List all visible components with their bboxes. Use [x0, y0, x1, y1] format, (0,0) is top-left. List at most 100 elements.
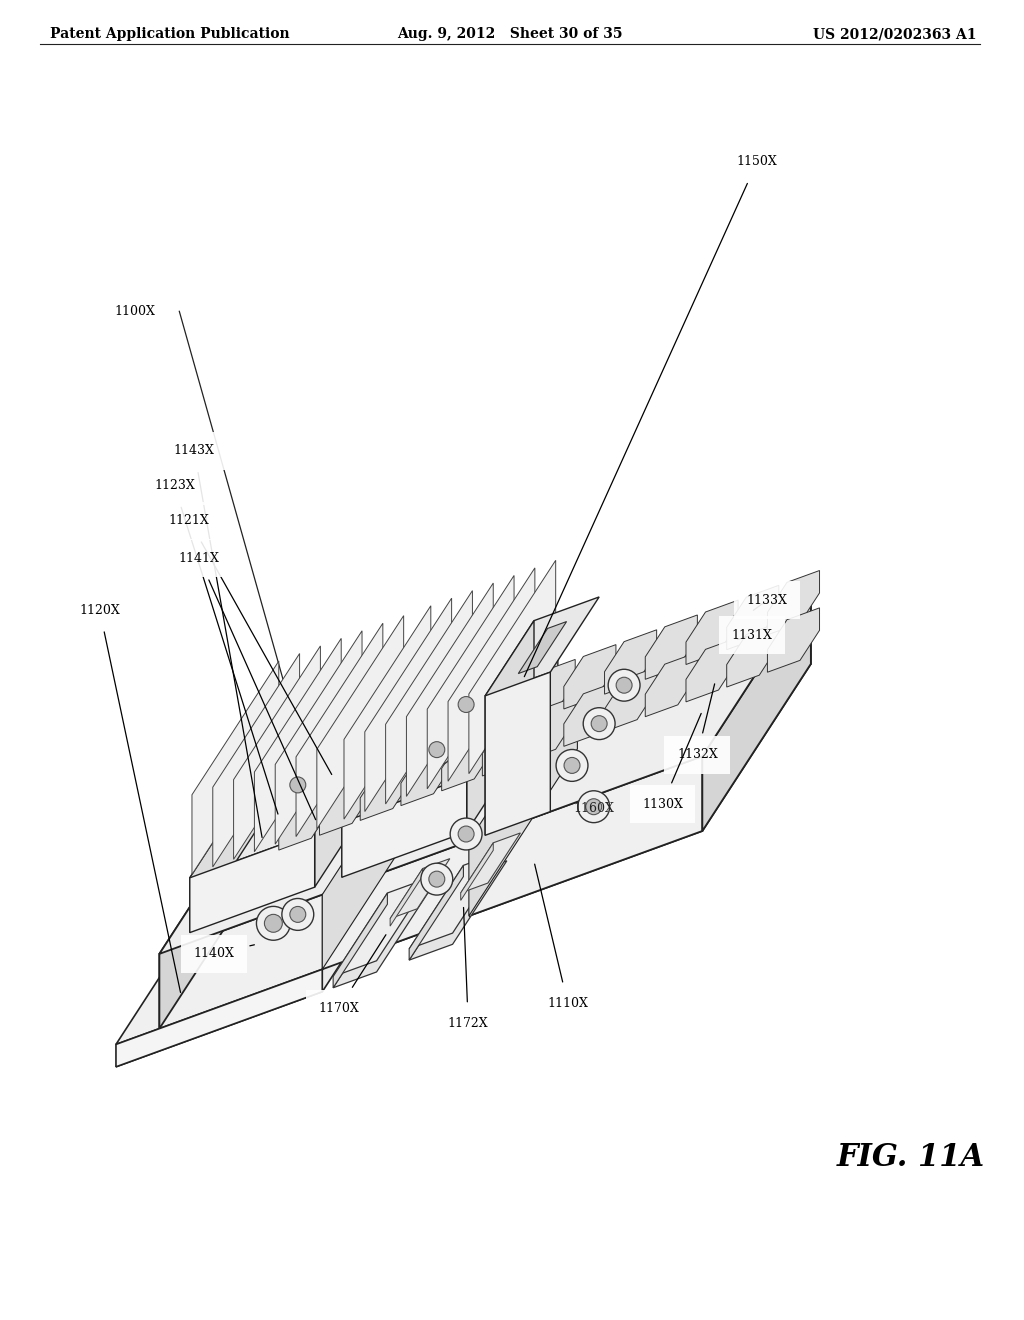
Polygon shape [160, 756, 702, 1028]
Polygon shape [344, 606, 431, 820]
Polygon shape [390, 869, 423, 927]
Polygon shape [333, 888, 431, 987]
Polygon shape [604, 667, 656, 731]
Polygon shape [342, 636, 558, 822]
Polygon shape [160, 589, 811, 954]
Polygon shape [233, 645, 321, 859]
Polygon shape [604, 630, 656, 694]
Polygon shape [314, 692, 406, 887]
Circle shape [429, 742, 444, 758]
Polygon shape [116, 803, 431, 1044]
Polygon shape [390, 858, 450, 919]
Polygon shape [191, 661, 279, 874]
Polygon shape [407, 583, 494, 796]
Circle shape [616, 677, 632, 693]
Polygon shape [333, 878, 431, 977]
Text: 1121X: 1121X [169, 513, 332, 775]
Circle shape [429, 871, 444, 887]
Text: 1131X: 1131X [732, 628, 772, 642]
Text: 1133X: 1133X [746, 594, 787, 610]
Text: 1130X: 1130X [642, 713, 701, 810]
Text: Aug. 9, 2012   Sheet 30 of 35: Aug. 9, 2012 Sheet 30 of 35 [397, 28, 623, 41]
Text: 1123X: 1123X [154, 479, 278, 814]
Circle shape [458, 826, 474, 842]
Text: 1143X: 1143X [174, 445, 262, 837]
Text: 1132X: 1132X [677, 684, 718, 762]
Text: 1100X: 1100X [115, 305, 156, 318]
Polygon shape [360, 718, 413, 783]
Polygon shape [365, 598, 452, 812]
Polygon shape [319, 734, 372, 797]
Circle shape [584, 708, 615, 739]
Circle shape [290, 907, 306, 923]
Text: 1170X: 1170X [318, 935, 386, 1015]
Circle shape [421, 863, 453, 895]
Text: 1172X: 1172X [447, 907, 488, 1030]
Circle shape [608, 669, 640, 701]
Polygon shape [523, 660, 575, 723]
Polygon shape [360, 756, 413, 821]
Polygon shape [296, 623, 383, 837]
Text: 1141X: 1141X [179, 552, 315, 820]
Polygon shape [189, 833, 314, 933]
Text: US 2012/0202363 A1: US 2012/0202363 A1 [813, 28, 976, 41]
Polygon shape [767, 570, 819, 635]
Polygon shape [645, 652, 697, 717]
Polygon shape [401, 704, 453, 768]
Text: 1120X: 1120X [79, 603, 180, 993]
Polygon shape [564, 682, 615, 746]
Polygon shape [410, 866, 464, 960]
Polygon shape [482, 711, 535, 776]
Polygon shape [268, 589, 811, 862]
Polygon shape [469, 675, 578, 916]
Polygon shape [116, 969, 323, 1067]
Circle shape [578, 791, 609, 822]
Circle shape [458, 697, 474, 713]
Circle shape [282, 899, 313, 931]
Polygon shape [189, 738, 281, 933]
Circle shape [451, 689, 482, 721]
Polygon shape [279, 785, 331, 850]
Circle shape [421, 734, 453, 766]
Text: 1150X: 1150X [524, 156, 777, 677]
Polygon shape [441, 726, 494, 791]
Circle shape [586, 799, 602, 814]
Polygon shape [427, 576, 514, 789]
Polygon shape [279, 748, 331, 813]
Circle shape [282, 770, 313, 801]
Polygon shape [254, 639, 341, 851]
Polygon shape [727, 585, 779, 649]
Polygon shape [342, 682, 433, 878]
Circle shape [564, 758, 580, 774]
Polygon shape [116, 825, 431, 1067]
Polygon shape [467, 636, 558, 832]
Text: 1140X: 1140X [194, 945, 254, 961]
Polygon shape [485, 620, 534, 836]
Circle shape [256, 907, 291, 940]
Polygon shape [461, 842, 494, 900]
Polygon shape [410, 850, 507, 949]
Polygon shape [410, 861, 507, 960]
Polygon shape [645, 615, 697, 680]
Text: Patent Application Publication: Patent Application Publication [50, 28, 290, 41]
Polygon shape [727, 623, 779, 686]
Circle shape [591, 715, 607, 731]
Polygon shape [686, 601, 738, 664]
Polygon shape [319, 771, 372, 836]
Circle shape [556, 750, 588, 781]
Polygon shape [333, 894, 387, 987]
Polygon shape [316, 615, 403, 829]
Circle shape [264, 915, 283, 932]
Polygon shape [213, 653, 300, 867]
Polygon shape [767, 609, 819, 672]
Text: 1160X: 1160X [573, 803, 614, 816]
Polygon shape [275, 631, 362, 845]
Polygon shape [386, 590, 472, 804]
Polygon shape [160, 664, 811, 1028]
Polygon shape [482, 675, 535, 739]
Polygon shape [160, 787, 268, 1028]
Polygon shape [461, 833, 520, 892]
Polygon shape [523, 697, 575, 762]
Polygon shape [485, 597, 599, 696]
Circle shape [290, 777, 306, 793]
